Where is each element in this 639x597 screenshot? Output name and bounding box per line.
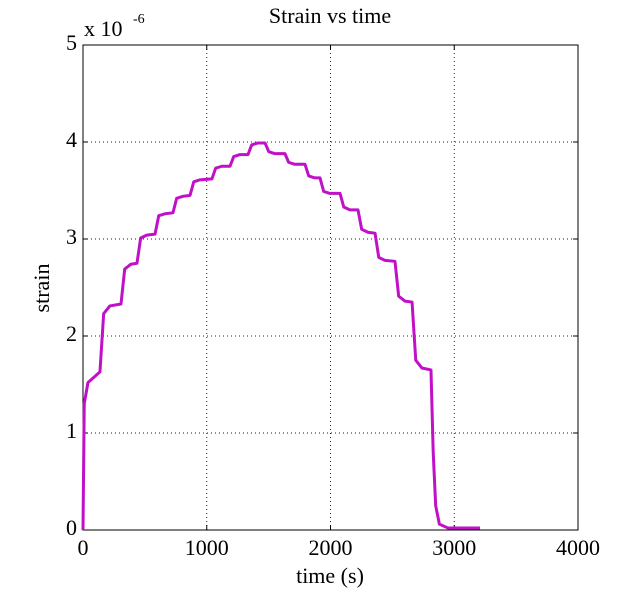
x-tick-label: 2000 bbox=[309, 535, 353, 560]
y-tick-label: 1 bbox=[66, 418, 77, 443]
x-tick-label: 0 bbox=[78, 535, 89, 560]
data-line bbox=[81, 141, 480, 531]
x-axis-label: time (s) bbox=[296, 563, 364, 588]
y-tick-label: 2 bbox=[66, 321, 77, 346]
y-multiplier-exponent: -6 bbox=[133, 12, 145, 27]
x-tick-label: 4000 bbox=[556, 535, 600, 560]
y-multiplier: x 10 bbox=[84, 16, 123, 41]
y-tick-label: 4 bbox=[66, 127, 77, 152]
y-axis-label: strain bbox=[29, 264, 54, 313]
plot-frame bbox=[82, 44, 579, 531]
x-tick-label: 3000 bbox=[432, 535, 476, 560]
y-tick-label: 5 bbox=[66, 30, 77, 55]
y-tick-label: 3 bbox=[66, 224, 77, 249]
y-tick-label: 0 bbox=[66, 515, 77, 540]
x-tick-label: 1000 bbox=[185, 535, 229, 560]
chart-title: Strain vs time bbox=[269, 3, 391, 28]
